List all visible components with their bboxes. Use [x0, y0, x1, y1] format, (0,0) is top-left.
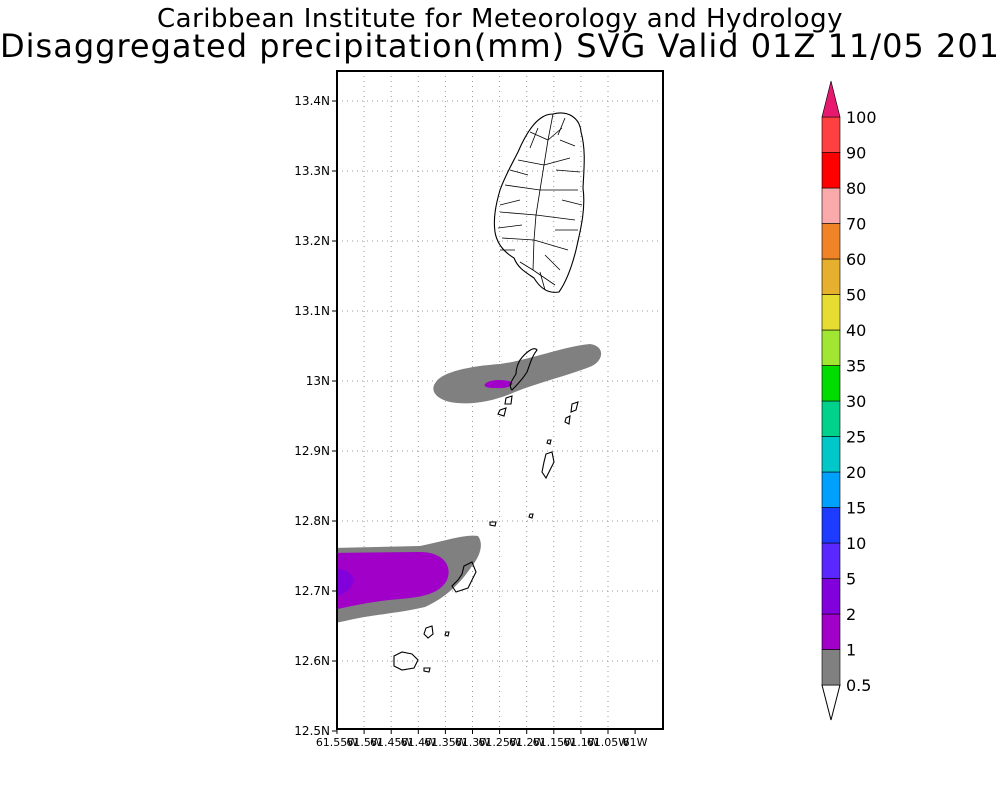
- island-small-mid: [489, 439, 552, 527]
- legend-over-triangle: [821, 80, 841, 118]
- island-small-south: [423, 625, 450, 673]
- lon-tick-label: 61.5W: [346, 736, 381, 749]
- river-network: [497, 113, 583, 291]
- legend-swatch: [821, 613, 841, 650]
- legend-swatch: [821, 507, 841, 544]
- legend-label: 20: [846, 463, 866, 482]
- precip-area-violet-south: [337, 569, 354, 597]
- island-carriacou: [451, 561, 477, 593]
- lon-tick-label: 61.3W: [455, 736, 490, 749]
- precip-field: [337, 344, 602, 623]
- lon-tick-label: 61.35W: [424, 736, 466, 749]
- precip-area-purple-north: [484, 379, 513, 389]
- legend-label: 25: [846, 428, 866, 447]
- legend-label: 10: [846, 534, 866, 553]
- lon-tick-label: 61.05W: [587, 736, 629, 749]
- lon-tick-label: 61.45W: [370, 736, 412, 749]
- legend-swatch: [821, 294, 841, 331]
- legend-label: 30: [846, 392, 866, 411]
- legend-swatch: [821, 471, 841, 508]
- legend-label: 100: [846, 108, 877, 127]
- legend-swatch: [821, 329, 841, 366]
- legend-swatch: [821, 578, 841, 615]
- legend-label: 0.5: [846, 676, 871, 695]
- legend-swatch: [821, 542, 841, 579]
- lon-tick-label: 61.15W: [533, 736, 575, 749]
- lat-tick-label: 12.5N: [294, 724, 330, 738]
- lat-tick-label: 12.9N: [294, 444, 330, 458]
- legend-swatch: [821, 152, 841, 189]
- legend-swatch: [821, 365, 841, 402]
- legend-swatch: [821, 223, 841, 260]
- legend-label: 50: [846, 286, 866, 305]
- legend-label: 40: [846, 321, 866, 340]
- lon-tick-label: 61.25W: [478, 736, 520, 749]
- lon-tick-label: 61.1W: [563, 736, 598, 749]
- lat-tick-label: 13.1N: [294, 304, 330, 318]
- legend-swatch: [821, 187, 841, 224]
- lat-tick-label: 13.4N: [294, 94, 330, 108]
- island-mustique-area: [497, 395, 513, 417]
- lat-tick-label: 13.3N: [294, 164, 330, 178]
- precip-area-gray-north: [433, 344, 602, 404]
- legend-under-triangle: [821, 684, 841, 721]
- island-petite-martinique: [393, 651, 419, 671]
- legend-swatch: [821, 436, 841, 473]
- lon-tick-label: 61W: [623, 736, 648, 749]
- lon-axis: 61.55W61.5W61.45W61.4W61.35W61.3W61.25W6…: [316, 729, 648, 749]
- lon-tick-label: 61.2W: [509, 736, 544, 749]
- chart-title-product: Disaggregated precipitation(mm) SVG Vali…: [0, 27, 1000, 65]
- chart-title-org: Caribbean Institute for Meteorology and …: [157, 4, 843, 34]
- island-canouan: [541, 451, 555, 480]
- plot-frame: [336, 70, 664, 730]
- lat-tick-label: 12.8N: [294, 514, 330, 528]
- lat-axis: 13.4N 13.3N 13.2N 13.1N 13N 12.9N 12.8N 12.7N 12…: [294, 94, 337, 738]
- legend-label: 15: [846, 499, 866, 518]
- grid-lines: [337, 71, 663, 729]
- lon-tick-label: 61.55W: [316, 736, 358, 749]
- lon-tick-label: 61.4W: [401, 736, 436, 749]
- legend-label: 80: [846, 179, 866, 198]
- lat-tick-label: 13.2N: [294, 234, 330, 248]
- lat-tick-label: 12.7N: [294, 584, 330, 598]
- island-small-east: [564, 401, 579, 425]
- island-st-vincent: [493, 112, 585, 293]
- legend-label: 70: [846, 215, 866, 234]
- legend-swatch: [821, 649, 841, 686]
- legend-swatch: [821, 258, 841, 295]
- legend-label: 5: [846, 570, 856, 589]
- legend-label: 35: [846, 357, 866, 376]
- lat-tick-label: 12.6N: [294, 654, 330, 668]
- coastlines: [393, 112, 585, 673]
- legend-swatch: [821, 116, 841, 153]
- legend-swatch: [821, 400, 841, 437]
- legend-label: 60: [846, 250, 866, 269]
- island-bequia: [509, 348, 538, 391]
- legend-label: 1: [846, 641, 856, 660]
- precip-area-purple-south: [337, 552, 449, 610]
- legend-label: 90: [846, 144, 866, 163]
- legend-label: 2: [846, 605, 856, 624]
- lat-tick-label: 13N: [306, 374, 330, 388]
